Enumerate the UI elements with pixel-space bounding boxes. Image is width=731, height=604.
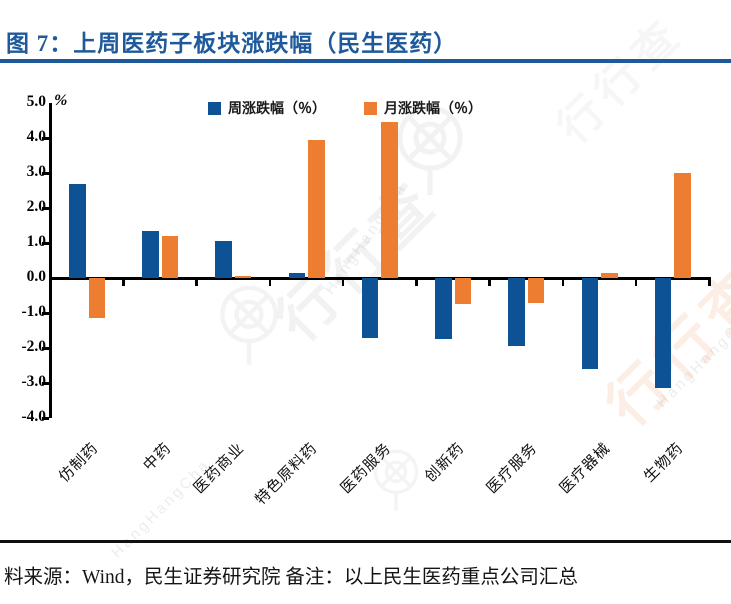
y-tick-label: -4.0: [21, 408, 46, 425]
legend-label-month: 月涨跌幅（％）: [384, 100, 482, 116]
x-axis-tick: [341, 279, 345, 286]
bar-week-医药服务: [361, 278, 379, 338]
y-axis-tick: [42, 242, 49, 245]
x-category-label: 特色原料药: [253, 440, 321, 509]
source-note: 料来源：Wind，民生证券研究院 备注：以上民生医药重点公司汇总: [4, 567, 578, 588]
y-tick-label: 4.0: [26, 128, 46, 145]
bar-week-医药商业: [215, 241, 232, 278]
x-category-label: 医疗器械: [557, 440, 614, 497]
x-axis-tick: [122, 279, 125, 286]
bar-week-医疗服务: [508, 278, 525, 347]
legend-swatch-month: [364, 101, 377, 115]
y-tick-label: 1.0: [26, 233, 46, 250]
x-category-label: 中药: [140, 440, 175, 475]
x-axis-tick: [708, 279, 711, 286]
y-tick-label: 2.0: [26, 198, 46, 215]
title-rule: [0, 59, 731, 63]
bar-month-特色原料药: [308, 139, 325, 278]
y-tick-label: -1.0: [21, 303, 46, 320]
legend-item-week: 周涨跌幅（％）: [208, 98, 326, 118]
y-tick-label: 3.0: [26, 163, 46, 180]
x-category-label: 生物药: [641, 440, 688, 486]
page-title: 图 7：上周医药子板块涨跌幅（民生医药）: [6, 31, 458, 56]
y-tick-label: -3.0: [21, 373, 46, 390]
x-axis-tick: [268, 279, 272, 286]
x-axis-tick: [488, 279, 491, 286]
bar-week-特色原料药: [288, 272, 306, 278]
chart-legend: 周涨跌幅（％） 月涨跌幅（％）: [208, 98, 482, 118]
x-category-label: 医疗服务: [484, 440, 541, 497]
x-category-label: 创新药: [422, 440, 468, 486]
legend-swatch-week: [208, 101, 221, 115]
y-tick-label: 5.0: [26, 93, 46, 110]
bar-week-仿制药: [69, 183, 86, 278]
x-axis-zero-line: [49, 276, 711, 280]
bar-month-仿制药: [88, 278, 105, 319]
x-category-label: 仿制药: [56, 440, 102, 486]
y-axis-tick: [42, 172, 49, 175]
y-axis-tick: [42, 382, 49, 385]
bar-month-医疗服务: [527, 278, 545, 303]
bar-month-创新药: [454, 278, 472, 305]
bar-week-创新药: [435, 278, 452, 340]
x-axis-tick: [195, 279, 198, 286]
x-axis-tick: [561, 279, 565, 286]
bar-chart: % 周涨跌幅（％） 月涨跌幅（％） 5.0 4.0 3.0 2.0 1.0 0.0 -1.0…: [21, 92, 711, 509]
legend-label-week: 周涨跌幅（％）: [228, 100, 326, 116]
y-axis-tick: [42, 207, 49, 210]
bar-month-中药: [161, 236, 179, 278]
y-axis-unit-label: %: [54, 92, 68, 109]
x-category-label: 医药服务: [337, 440, 395, 497]
y-axis-tick: [42, 137, 49, 140]
y-tick-label: 0.0: [26, 268, 46, 285]
bar-month-医药服务: [381, 122, 398, 278]
bar-week-中药: [142, 230, 159, 278]
bar-week-医疗器械: [581, 278, 599, 369]
y-axis-tick: [42, 347, 49, 350]
bar-month-医疗器械: [601, 272, 618, 278]
bar-week-生物药: [654, 278, 672, 389]
x-axis-tick: [634, 279, 638, 286]
y-axis-line: [49, 103, 52, 418]
legend-item-month: 月涨跌幅（％）: [364, 98, 482, 118]
x-category-label: 医药商业: [191, 440, 248, 497]
y-axis-tick: [42, 417, 49, 420]
plot-area: [42, 103, 711, 420]
bar-month-生物药: [674, 173, 691, 278]
y-tick-label: -2.0: [21, 338, 46, 355]
bar-month-医药商业: [234, 276, 252, 278]
footer-rule: [0, 540, 731, 543]
y-axis-tick: [42, 312, 49, 315]
x-axis-tick: [415, 279, 418, 286]
